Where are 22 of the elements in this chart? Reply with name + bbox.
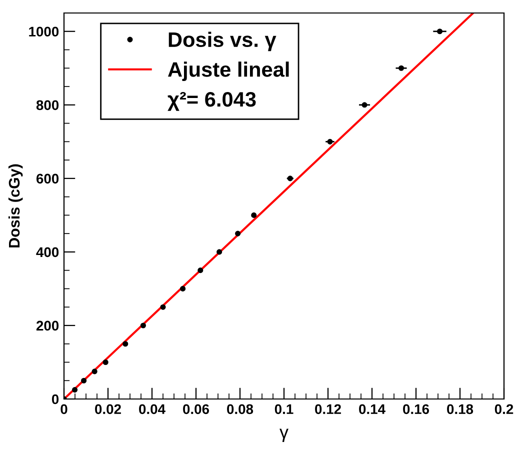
y-tick-label: 800: [36, 100, 59, 110]
y-tick-label: 600: [36, 174, 59, 184]
x-tick-label: 0.18: [447, 404, 474, 414]
legend-label: Ajuste lineal: [168, 62, 289, 82]
x-tick-label: 0.14: [359, 404, 386, 414]
x-tick-label: 0.1: [274, 404, 294, 414]
y-axis-title: Dosis (cGy): [8, 164, 23, 248]
x-tick-label: 0.16: [403, 404, 430, 414]
x-axis-title: γ: [280, 428, 288, 442]
x-tick-label: 0.06: [183, 404, 210, 414]
y-tick-label: 200: [36, 320, 59, 331]
y-tick-label: 0: [52, 394, 59, 404]
x-tick-label: 0: [60, 404, 68, 414]
x-tick-label: 0.2: [494, 404, 514, 414]
legend-label: Dosis vs. γ: [168, 32, 276, 52]
x-tick-label: 0.12: [315, 404, 341, 414]
x-tick-label: 0.04: [139, 404, 166, 414]
annotation: χ²= 6.043: [168, 92, 256, 111]
x-tick-label: 0.02: [95, 404, 121, 414]
y-tick-label: 1000: [29, 26, 59, 37]
y-tick-label: 400: [36, 247, 59, 258]
x-tick-label: 0.08: [227, 404, 254, 414]
